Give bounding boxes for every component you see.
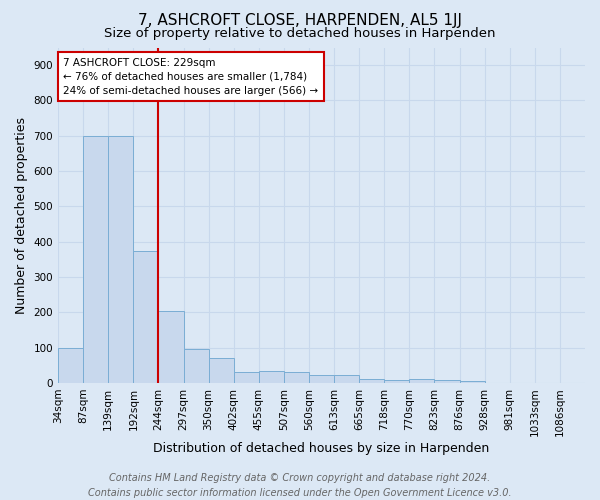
Bar: [158, 310, 184, 383]
Bar: [108, 136, 133, 383]
Y-axis label: Number of detached properties: Number of detached properties: [15, 116, 28, 314]
Bar: [334, 375, 359, 383]
Bar: [233, 372, 259, 383]
Bar: [434, 380, 460, 383]
Text: Size of property relative to detached houses in Harpenden: Size of property relative to detached ho…: [104, 28, 496, 40]
Text: Contains HM Land Registry data © Crown copyright and database right 2024.
Contai: Contains HM Land Registry data © Crown c…: [88, 472, 512, 498]
Bar: [133, 250, 158, 383]
Bar: [259, 372, 284, 383]
Text: 7 ASHCROFT CLOSE: 229sqm
← 76% of detached houses are smaller (1,784)
24% of sem: 7 ASHCROFT CLOSE: 229sqm ← 76% of detach…: [64, 58, 319, 96]
X-axis label: Distribution of detached houses by size in Harpenden: Distribution of detached houses by size …: [154, 442, 490, 455]
Bar: [209, 358, 233, 383]
Bar: [460, 381, 485, 383]
Bar: [409, 380, 434, 383]
Bar: [184, 350, 209, 383]
Bar: [309, 375, 334, 383]
Text: 7, ASHCROFT CLOSE, HARPENDEN, AL5 1JJ: 7, ASHCROFT CLOSE, HARPENDEN, AL5 1JJ: [138, 12, 462, 28]
Bar: [58, 348, 83, 383]
Bar: [284, 372, 309, 383]
Bar: [83, 136, 108, 383]
Bar: [384, 380, 409, 383]
Bar: [359, 380, 384, 383]
